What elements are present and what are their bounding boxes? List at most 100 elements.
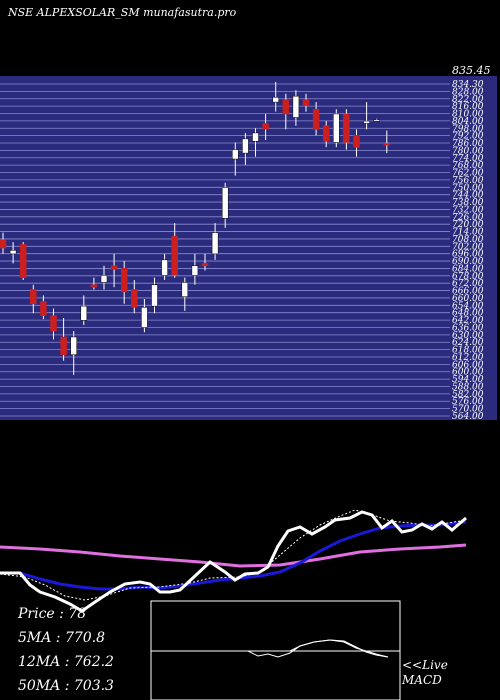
y-tick-label: 666.00 [452,287,484,297]
y-tick-label: 708.00 [452,235,484,245]
candle-bullish [211,232,219,255]
y-tick-label: 600.00 [452,368,484,378]
candle-bearish [19,244,27,278]
candle-bullish [242,138,249,154]
y-tick-label: 792.00 [452,132,484,142]
candle-bullish [363,120,370,124]
candle-bearish [120,267,128,293]
y-tick-label: 738.00 [452,198,484,208]
candle-bullish [232,149,239,160]
candle-bearish [171,235,178,276]
y-tick-label: 576.00 [452,397,484,407]
candle-bullish [100,275,108,283]
candle-bullish [272,97,279,103]
candle-bullish [221,187,229,219]
candle-bearish [322,125,330,142]
stat-ma5: 5MA : 770.8 [18,630,106,646]
y-axis-ticks: 834.30828.00822.00816.00810.00804.00798.… [452,80,484,422]
y-tick-label: 816.00 [452,102,484,112]
price-panel [0,76,497,420]
y-tick-label: 642.00 [452,316,484,326]
y-tick-label: 618.00 [452,346,484,356]
candle-bullish [151,284,158,307]
y-tick-label: 672.00 [452,279,484,289]
candle-bearish [282,99,290,115]
candle-bearish [110,265,118,270]
candle-bullish [252,132,259,142]
stat-ma50: 50MA : 703.3 [18,678,114,694]
candle-bearish [312,108,320,130]
y-tick-label: 714.00 [452,228,484,238]
y-tick-label: 768.00 [452,161,484,171]
y-tick-label: 588.00 [452,382,484,392]
candle-bullish [333,113,340,143]
y-tick-label: 798.00 [452,124,484,134]
y-tick-label: 570.00 [452,405,484,415]
candle-bearish [0,239,7,249]
y-tick-label: 594.00 [452,375,484,385]
y-tick-label: 762.00 [452,169,484,179]
chart-title: NSE ALPEXSOLAR_SM munafasutra.pro [7,6,237,19]
candle-bearish [131,289,138,308]
candle-bearish [40,301,47,316]
stat-ma12: 12MA : 762.2 [18,654,114,670]
candle-bullish [181,282,189,297]
stat-price: Price : 78 [18,606,87,622]
candle-bearish [353,135,360,148]
y-tick-label: 726.00 [452,213,484,223]
candle-bullish [9,250,17,255]
y-tick-label: 822.00 [452,95,484,105]
candle-bullish [292,95,300,118]
candle-bullish [141,307,148,328]
y-tick-label: 750.00 [452,183,484,193]
y-tick-label: 774.00 [452,154,484,164]
y-tick-label: 786.00 [452,139,484,149]
y-tick-label: 624.00 [452,338,484,348]
y-tick-label: 696.00 [452,250,484,260]
y-tick-label: 564.00 [452,412,484,422]
price-gridlines [0,83,450,417]
y-tick-label: 636.00 [452,323,484,333]
candle-bearish [60,336,67,356]
candle-bullish [373,119,380,122]
candle-bearish [302,99,310,106]
last-price-label: 835.45 [452,64,491,77]
y-tick-label: 780.00 [452,146,484,156]
y-tick-label: 720.00 [452,220,484,230]
candlesticks [0,81,391,375]
y-tick-label: 660.00 [452,294,484,304]
y-tick-label: 810.00 [452,110,484,120]
candle-bearish [90,284,98,288]
y-tick-label: 612.00 [452,353,484,363]
candle-bullish [70,336,77,356]
macd-line [151,639,389,658]
macd-live-link[interactable]: <<Live [402,658,448,672]
y-tick-label: 684.00 [452,264,484,274]
candle-bullish [80,305,88,321]
y-tick-label: 804.00 [452,117,484,127]
macd-label: MACD [402,673,442,687]
y-tick-label: 582.00 [452,390,484,400]
y-tick-label: 654.00 [452,301,484,311]
y-tick-label: 648.00 [452,309,484,319]
price-line [0,510,467,613]
y-tick-label: 828.00 [452,87,484,97]
candle-bullish [161,259,168,276]
candle-bearish [30,289,37,305]
y-tick-label: 702.00 [452,242,484,252]
ma-long-line [0,543,467,568]
candle-bearish [343,113,350,143]
y-tick-label: 606.00 [452,360,484,370]
candle-bullish [191,265,199,276]
y-tick-label: 732.00 [452,205,484,215]
candle-bearish [50,315,57,332]
y-tick-label: 630.00 [452,331,484,341]
candle-bearish [383,143,391,146]
y-tick-label: 690.00 [452,257,484,267]
y-tick-label: 834.30 [452,80,484,90]
y-tick-label: 744.00 [452,191,484,201]
candle-bearish [262,123,269,130]
candle-bearish [201,263,209,267]
